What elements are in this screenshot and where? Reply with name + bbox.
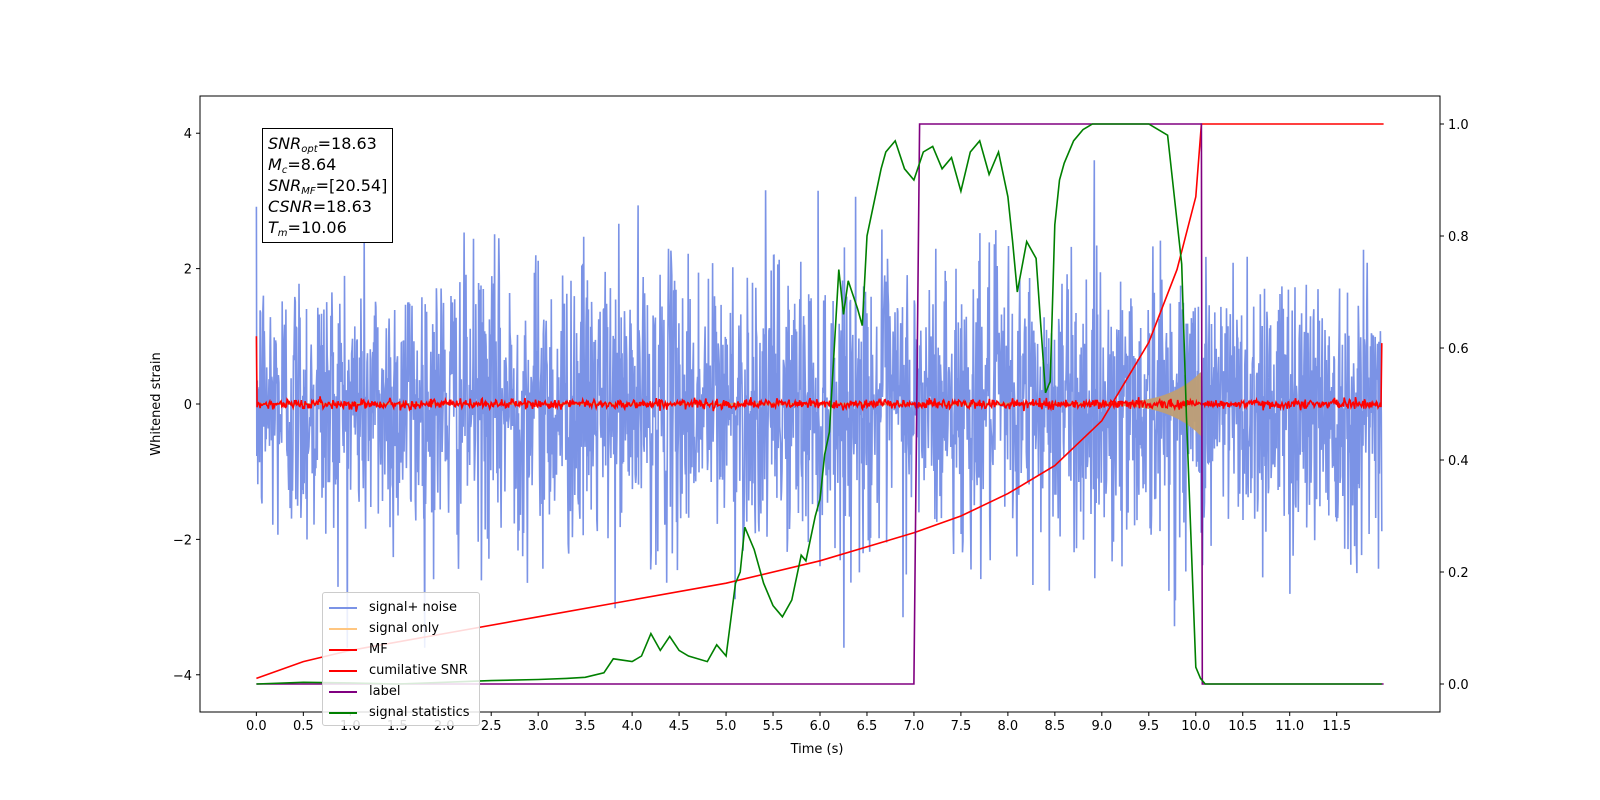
- legend-item: signal statistics: [323, 702, 479, 723]
- y2-tick-label: 1.0: [1448, 118, 1469, 133]
- x-tick-label: 11.0: [1275, 719, 1304, 734]
- y2-tick-label: 0.8: [1448, 230, 1469, 245]
- metrics-annotation: SNRopt=18.63 Mc=8.64 SNRMF=[20.54] CSNR=…: [262, 128, 394, 243]
- legend-swatch: [329, 648, 357, 651]
- y2-tick-label: 0.2: [1448, 566, 1469, 581]
- legend-swatch: [329, 690, 357, 693]
- x-tick-label: 5.5: [763, 719, 784, 734]
- x-tick-label: 4.5: [669, 719, 690, 734]
- legend-swatch: [329, 606, 357, 609]
- x-tick-label: 10.0: [1181, 719, 1210, 734]
- snr-opt-line: SNRopt=18.63: [268, 134, 377, 155]
- x-tick-label: 5.0: [716, 719, 737, 734]
- y-tick-label: 0: [184, 398, 192, 413]
- x-tick-label: 3.5: [575, 719, 596, 734]
- y-axis-right: 0.0 0.2 0.4 0.6 0.8 1.0: [1440, 118, 1469, 693]
- legend-swatch: [329, 669, 357, 672]
- legend-item: cumilative SNR: [323, 660, 479, 681]
- x-tick-label: 9.5: [1138, 719, 1159, 734]
- series-signal-statistics: [256, 123, 1382, 685]
- chirp-mass-line: Mc=8.64: [268, 155, 337, 176]
- legend-item: label: [323, 681, 479, 702]
- x-tick-label: 10.5: [1228, 719, 1257, 734]
- x-tick-label: 8.0: [998, 719, 1019, 734]
- x-tick-label: 6.0: [810, 719, 831, 734]
- x-tick-label: 9.0: [1091, 719, 1112, 734]
- legend: signal+ noise signal only MF cumilative …: [322, 592, 480, 726]
- y-tick-label: −4: [173, 669, 192, 684]
- y-tick-label: −2: [173, 533, 192, 548]
- y-tick-label: 4: [184, 127, 192, 142]
- y2-tick-label: 0.0: [1448, 678, 1469, 693]
- legend-swatch: [329, 711, 357, 714]
- x-axis-label: Time (s): [790, 742, 844, 757]
- x-tick-label: 0.5: [293, 719, 314, 734]
- y-tick-label: 2: [184, 263, 192, 278]
- x-tick-label: 2.5: [481, 719, 502, 734]
- x-tick-label: 7.5: [951, 719, 972, 734]
- snr-mf-line: SNRMF=[20.54]: [268, 176, 388, 197]
- x-tick-label: 3.0: [528, 719, 549, 734]
- x-tick-label: 4.0: [622, 719, 643, 734]
- x-tick-label: 0.0: [246, 719, 267, 734]
- x-tick-label: 6.5: [857, 719, 878, 734]
- x-tick-label: 8.5: [1045, 719, 1066, 734]
- merger-time-line: Tm=10.06: [268, 218, 347, 239]
- series-mf: [255, 336, 1383, 412]
- y-axis-left: −4 −2 0 2 4: [173, 127, 200, 684]
- x-tick-label: 7.0: [904, 719, 925, 734]
- legend-item: signal only: [323, 618, 479, 639]
- legend-swatch: [329, 627, 357, 630]
- series-signal-noise: [255, 160, 1383, 648]
- y-axis-label: Whitened strain: [149, 352, 164, 455]
- legend-item: signal+ noise: [323, 597, 479, 618]
- csnr-line: CSNR=18.63: [268, 197, 372, 216]
- y2-tick-label: 0.4: [1448, 454, 1469, 469]
- legend-item: MF: [323, 639, 479, 660]
- x-tick-label: 11.5: [1322, 719, 1351, 734]
- y2-tick-label: 0.6: [1448, 342, 1469, 357]
